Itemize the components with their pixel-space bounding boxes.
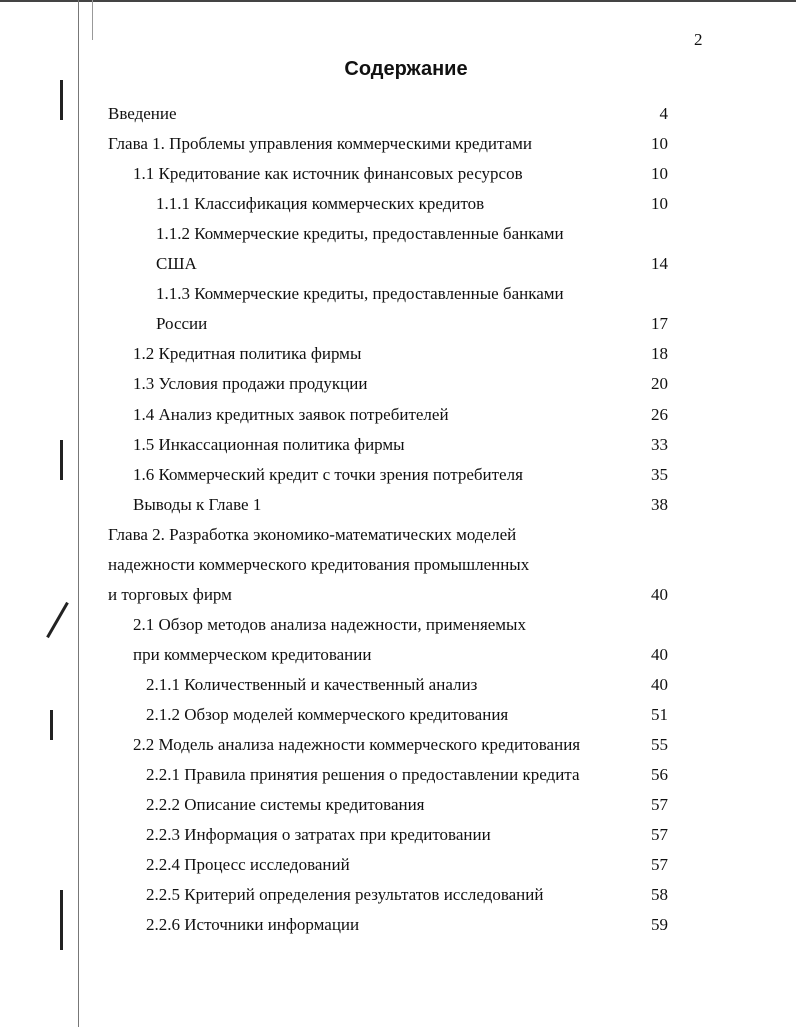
toc-entry: 2.1.1 Количественный и качественный анал… (0, 675, 796, 699)
toc-entry-title: 2.2.3 Информация о затратах при кредитов… (146, 825, 491, 845)
binding-hole-mark (60, 440, 63, 480)
toc-entry-title: Введение (108, 104, 177, 123)
toc-entry-page: 10 (651, 134, 668, 154)
scan-artifact-line (92, 0, 93, 40)
toc-entry-title: 2.2.4 Процесс исследований (146, 855, 350, 875)
toc-entry-title: 2.2.6 Источники информации (146, 915, 360, 935)
toc-entry: 2.1 Обзор методов анализа надежности, пр… (0, 615, 796, 639)
toc-entry: США 14 (0, 254, 796, 278)
toc-entry: Выводы к Главе 1 38 (0, 495, 796, 519)
page-title: Содержание (344, 58, 468, 80)
toc-entry-title: США (156, 254, 197, 274)
toc-entry-title: 1.1.3 Коммерческие кредиты, предоставлен… (156, 284, 564, 304)
toc-entry-page: 14 (651, 254, 668, 274)
toc-entry-title: надежности коммерческого кредитования пр… (108, 554, 530, 574)
toc-entry-title: 2.2 Модель анализа надежности коммерческ… (133, 735, 581, 755)
toc-entry: 2.2.2 Описание системы кредитования 57 (0, 795, 796, 819)
toc-entry-title: 1.3 Условия продажи продукции (133, 374, 368, 394)
toc-entry-title: 2.2.2 Описание системы кредитования (146, 795, 425, 815)
toc-entry: при коммерческом кредитовании 40 (0, 645, 796, 669)
toc-entry-title: 1.1 Кредитование как источник финансовых… (133, 164, 523, 184)
toc-entry-title: Глава 2. Разработка экономико-математиче… (108, 524, 517, 544)
toc-entry-page: 38 (651, 494, 668, 514)
toc-entry-page: 17 (651, 314, 668, 334)
toc-entry-title: 1.4 Анализ кредитных заявок потребителей (133, 404, 449, 424)
toc-entry-page: 26 (651, 404, 668, 424)
toc-entry: 1.1.1 Классификация коммерческих кредито… (0, 194, 796, 218)
toc-entry-page: 35 (651, 464, 668, 484)
toc-entry-title: Глава 1. Проблемы управления коммерчески… (108, 134, 532, 154)
toc-entry-page: 51 (651, 705, 668, 724)
toc-entry-page: 40 (651, 644, 668, 664)
toc-entry-page: 57 (651, 795, 668, 815)
toc-entry: 1.6 Коммерческий кредит с точки зрения п… (0, 465, 796, 489)
binding-hole-mark (60, 890, 63, 950)
toc-entry-page: 59 (651, 915, 668, 935)
toc-entry-page: 57 (651, 855, 668, 875)
toc-entry-page: 58 (651, 885, 668, 905)
toc-entry-title: 1.6 Коммерческий кредит с точки зрения п… (133, 464, 523, 484)
toc-entry: 1.1.2 Коммерческие кредиты, предоставлен… (0, 224, 796, 248)
toc-entry: 2.1.2 Обзор моделей коммерческого кредит… (0, 705, 796, 729)
toc-entry: 2.2.6 Источники информации 59 (0, 915, 796, 939)
toc-entry-title: России (156, 314, 208, 334)
toc-entry: Введение 4 (0, 104, 796, 128)
toc-entry: 1.5 Инкассационная политика фирмы 33 (0, 435, 796, 459)
toc-entry-title: 1.5 Инкассационная политика фирмы (133, 434, 405, 454)
toc-entry-page: 40 (651, 584, 668, 604)
toc-entry-title: 1.2 Кредитная политика фирмы (133, 344, 362, 364)
toc-entry: и торговых фирм 40 (0, 585, 796, 609)
toc-entry: 2.2.5 Критерий определения результатов и… (0, 885, 796, 909)
toc-entry-title: 2.2.1 Правила принятия решения о предост… (146, 765, 580, 785)
toc-entry: надежности коммерческого кредитования пр… (0, 555, 796, 579)
toc-entry-page: 10 (651, 194, 668, 214)
toc-entry-page: 18 (651, 344, 668, 364)
binding-hole-mark (50, 710, 53, 740)
toc-entry-title: и торговых фирм (108, 584, 232, 604)
toc-entry-title: при коммерческом кредитовании (133, 644, 372, 664)
toc-entry-title: 2.2.5 Критерий определения результатов и… (146, 885, 544, 905)
toc-entry-page: 56 (651, 765, 668, 785)
toc-entry-page: 40 (651, 674, 668, 694)
toc-entry: 2.2 Модель анализа надежности коммерческ… (0, 735, 796, 759)
toc-entry-title: 1.1.1 Классификация коммерческих кредито… (156, 194, 485, 214)
toc-entry: 2.2.3 Информация о затратах при кредитов… (0, 825, 796, 849)
toc-entry-title: Выводы к Главе 1 (133, 494, 262, 514)
toc-entry: Глава 1. Проблемы управления коммерчески… (0, 134, 796, 158)
toc-entry-page: 10 (651, 164, 668, 184)
toc-entry-page: 55 (651, 735, 668, 755)
toc-entry: 2.2.1 Правила принятия решения о предост… (0, 765, 796, 789)
toc-entry: 2.2.4 Процесс исследований 57 (0, 855, 796, 879)
toc-entry: 1.1.3 Коммерческие кредиты, предоставлен… (0, 284, 796, 308)
toc-entry-title: 2.1.1 Количественный и качественный анал… (146, 674, 478, 694)
toc-entry-page: 33 (651, 434, 668, 454)
toc-entry-title: 1.1.2 Коммерческие кредиты, предоставлен… (156, 224, 564, 244)
toc-entry: 1.3 Условия продажи продукции 20 (0, 374, 796, 398)
toc-entry: 1.1 Кредитование как источник финансовых… (0, 164, 796, 188)
page-number: 2 (694, 30, 703, 49)
toc-entry: 1.4 Анализ кредитных заявок потребителей… (0, 405, 796, 429)
toc-entry-page: 20 (651, 374, 668, 394)
binding-hole-mark (60, 80, 63, 120)
toc-entry: 1.2 Кредитная политика фирмы 18 (0, 344, 796, 368)
toc-entry-page: 4 (659, 104, 669, 123)
toc-entry: Глава 2. Разработка экономико-математиче… (0, 525, 796, 549)
binding-edge-line (78, 0, 79, 1027)
toc-entry: России 17 (0, 314, 796, 338)
toc-entry-page: 57 (651, 825, 668, 845)
scan-edge-line (0, 0, 796, 2)
toc-entry-title: 2.1 Обзор методов анализа надежности, пр… (133, 614, 526, 634)
toc-entry-title: 2.1.2 Обзор моделей коммерческого кредит… (146, 705, 509, 724)
